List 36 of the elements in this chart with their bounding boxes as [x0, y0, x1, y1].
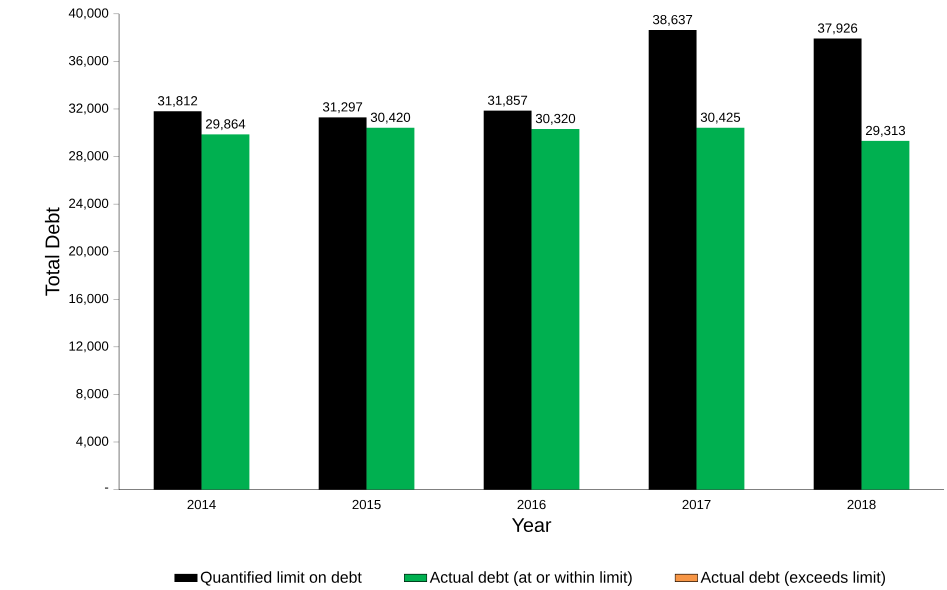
data-label: 31,297	[322, 102, 362, 114]
y-tick-label: 32,000	[68, 104, 108, 114]
x-tick-label: 2018	[848, 500, 876, 510]
data-label: 30,420	[370, 112, 410, 124]
y-tick-label: -	[104, 488, 108, 489]
legend-label: Quantified limit on debt	[200, 571, 362, 586]
bar	[696, 128, 744, 490]
x-tick-label: 2015	[352, 500, 381, 510]
data-label: 31,857	[488, 96, 528, 106]
legend-label: Actual debt (at or within limit)	[430, 571, 632, 586]
x-tick-label: 2016	[518, 500, 546, 510]
y-tick-label: 20,000	[69, 246, 108, 258]
data-label: 30,320	[536, 114, 576, 125]
data-label: 29,864	[206, 119, 246, 130]
y-tick-label: 12,000	[69, 341, 108, 352]
data-label: 31,812	[158, 96, 198, 108]
data-label: 30,425	[700, 112, 740, 124]
legend-label: Actual debt (exceeds limit)	[700, 571, 885, 586]
y-tick-label: 8,000	[76, 389, 108, 400]
y-tick-label: 4,000	[76, 436, 108, 448]
x-tick-label: 2014	[188, 500, 216, 510]
y-tick-label: 40,000	[68, 8, 108, 20]
y-axis-title: Total Debt	[44, 207, 60, 296]
bar	[366, 128, 414, 490]
data-label: 29,313	[866, 126, 906, 137]
y-tick-label: 24,000	[69, 198, 108, 210]
y-tick-label: 36,000	[68, 56, 108, 67]
x-axis-title: Year	[512, 518, 552, 532]
data-label: 37,926	[818, 23, 858, 34]
x-tick-label: 2017	[682, 500, 711, 510]
bar	[532, 128, 580, 490]
y-tick-label: 28,000	[69, 151, 108, 162]
data-label: 38,637	[652, 14, 692, 26]
bar	[862, 140, 910, 490]
y-tick-label: 16,000	[69, 294, 108, 305]
bar	[202, 134, 250, 490]
